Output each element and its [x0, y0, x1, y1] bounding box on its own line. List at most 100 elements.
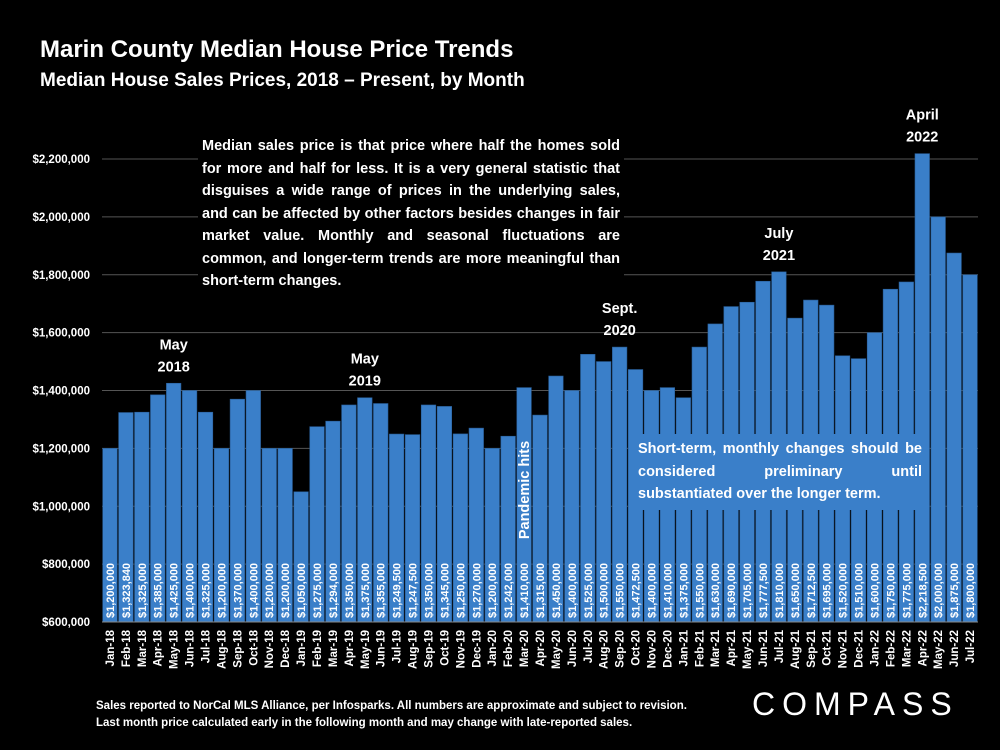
x-tick-label: Aug-19: [408, 630, 420, 669]
bar-value-label: $1,650,000: [790, 563, 802, 618]
x-tick-label: Oct-18: [248, 629, 260, 665]
x-tick-label: Nov-21: [838, 629, 850, 668]
x-tick-label: May-22: [933, 630, 945, 669]
annotation-label: 2019: [349, 374, 381, 390]
bar-value-label: $1,550,000: [694, 563, 706, 618]
annotation-label: 2022: [906, 130, 938, 146]
footer-line-1: Sales reported to NorCal MLS Alliance, p…: [96, 700, 687, 712]
footer-line-2: Last month price calculated early in the…: [96, 717, 633, 729]
x-tick-label: Jul-20: [583, 630, 595, 663]
x-tick-label: Jun-18: [185, 629, 197, 667]
bar-value-label: $1,247,500: [408, 563, 420, 618]
y-tick-label: $1,400,000: [32, 386, 90, 398]
bar-value-label: $1,250,000: [455, 563, 467, 618]
x-tick-label: Aug-18: [216, 629, 228, 669]
bar-value-label: $1,375,000: [678, 563, 690, 618]
bar-value-label: $1,550,000: [615, 563, 627, 618]
bar-value-label: $1,690,000: [726, 563, 738, 618]
bar-value-label: $1,050,000: [296, 563, 308, 618]
annotation-label: 2020: [604, 323, 636, 339]
bar-value-label: $1,370,000: [232, 563, 244, 618]
x-tick-label: Feb-22: [885, 630, 897, 667]
x-tick-label: Mar-22: [901, 630, 913, 667]
bar-value-label: $1,375,000: [360, 563, 372, 618]
bar-value-label: $1,200,000: [264, 563, 276, 618]
pandemic-annotation: Pandemic hits: [517, 441, 533, 539]
bar-value-label: $1,385,000: [153, 563, 165, 618]
x-tick-label: Feb-19: [312, 630, 324, 667]
x-tick-label: Oct-20: [631, 630, 643, 666]
x-tick-label: Jun-19: [376, 630, 388, 667]
y-tick-label: $1,600,000: [32, 328, 90, 340]
x-tick-label: Nov-20: [646, 630, 658, 668]
bar-value-label: $1,350,000: [424, 563, 436, 618]
bar-value-label: $1,875,000: [949, 563, 961, 618]
y-tick-label: $2,200,000: [32, 154, 90, 166]
x-tick-label: Jan-22: [869, 630, 881, 666]
bar-value-label: $1,400,000: [646, 563, 658, 618]
x-tick-label: Mar-21: [710, 629, 722, 667]
bar-value-label: $1,200,000: [105, 563, 117, 618]
x-tick-label: Feb-18: [121, 629, 133, 667]
x-tick-label: Jul-19: [392, 630, 404, 663]
x-tick-label: Apr-19: [344, 630, 356, 666]
chart-title: Marin County Median House Price Trends: [40, 36, 514, 63]
bar-value-label: $1,275,000: [312, 563, 324, 618]
bar-value-label: $1,270,000: [471, 563, 483, 618]
compass-logo: COMPASS: [752, 686, 959, 722]
bar-value-label: $1,810,000: [774, 563, 786, 618]
x-tick-label: Aug-20: [599, 630, 611, 669]
bar-value-label: $1,200,000: [280, 563, 292, 618]
annotation-label: Sept.: [602, 301, 637, 317]
y-tick-label: $800,000: [42, 559, 90, 571]
bar-value-label: $1,712,500: [806, 563, 818, 618]
bar-value-label: $1,325,000: [137, 563, 149, 618]
bar-value-label: $1,525,000: [583, 563, 595, 618]
annotation-label: July: [764, 226, 793, 242]
bar-value-label: $1,345,000: [439, 563, 451, 618]
bar-value-label: $1,410,000: [519, 563, 531, 618]
x-tick-label: May-20: [551, 630, 563, 669]
x-tick-label: Feb-21: [694, 629, 706, 667]
x-tick-label: Oct-19: [439, 630, 451, 666]
y-tick-label: $600,000: [42, 617, 90, 629]
bar-value-label: $1,242,000: [503, 563, 515, 618]
chart-subtitle: Median House Sales Prices, 2018 – Presen…: [40, 70, 525, 91]
x-tick-label: Nov-18: [264, 629, 276, 668]
bar-value-label: $2,000,000: [933, 563, 945, 618]
x-tick-label: Jul-21: [774, 629, 786, 663]
bar-value-label: $1,705,000: [742, 563, 754, 618]
x-tick-label: Aug-21: [790, 629, 802, 669]
x-tick-label: Jan-20: [487, 630, 499, 666]
x-tick-label: Jun-21: [758, 629, 770, 667]
x-tick-label: May-19: [360, 630, 372, 669]
footer-note: Sales reported to NorCal MLS Alliance, p…: [96, 698, 687, 732]
x-tick-label: Jul-18: [201, 629, 213, 663]
bar-value-label: $1,200,000: [487, 563, 499, 618]
bar-value-label: $1,323,840: [121, 563, 133, 618]
x-tick-label: Dec-20: [662, 630, 674, 668]
x-tick-label: Jan-18: [105, 629, 117, 666]
x-tick-label: Sep-21: [806, 629, 818, 667]
bar-value-label: $1,777,500: [758, 563, 770, 618]
bar-value-label: $1,410,000: [662, 563, 674, 618]
y-tick-label: $1,800,000: [32, 270, 90, 282]
preliminary-note-box: Short-term, monthly changes should be co…: [632, 434, 928, 510]
bar-value-label: $1,350,000: [344, 563, 356, 618]
x-tick-label: Mar-19: [328, 630, 340, 667]
bar-value-label: $1,510,000: [854, 563, 866, 618]
x-tick-label: Sep-20: [615, 630, 627, 668]
bar-value-label: $2,218,500: [917, 563, 929, 618]
bar-chart: $600,000 $800,000 $1,000,000 $1,200,000 $1,4…: [32, 108, 978, 669]
median-definition-note: Median sales price is that price where h…: [198, 134, 624, 294]
bar-value-label: $1,355,000: [376, 563, 388, 618]
x-tick-label: May-18: [169, 629, 181, 669]
x-tick-label: Dec-18: [280, 629, 292, 667]
annotation-label: 2018: [158, 359, 190, 375]
x-tick-label: Jun-22: [949, 630, 961, 667]
bar-value-label: $1,315,000: [535, 563, 547, 618]
bar-value-label: $1,325,000: [201, 563, 213, 618]
bar-value-label: $1,750,000: [885, 563, 897, 618]
x-tick-label: Oct-21: [822, 629, 834, 665]
bar-value-label: $1,630,000: [710, 563, 722, 618]
